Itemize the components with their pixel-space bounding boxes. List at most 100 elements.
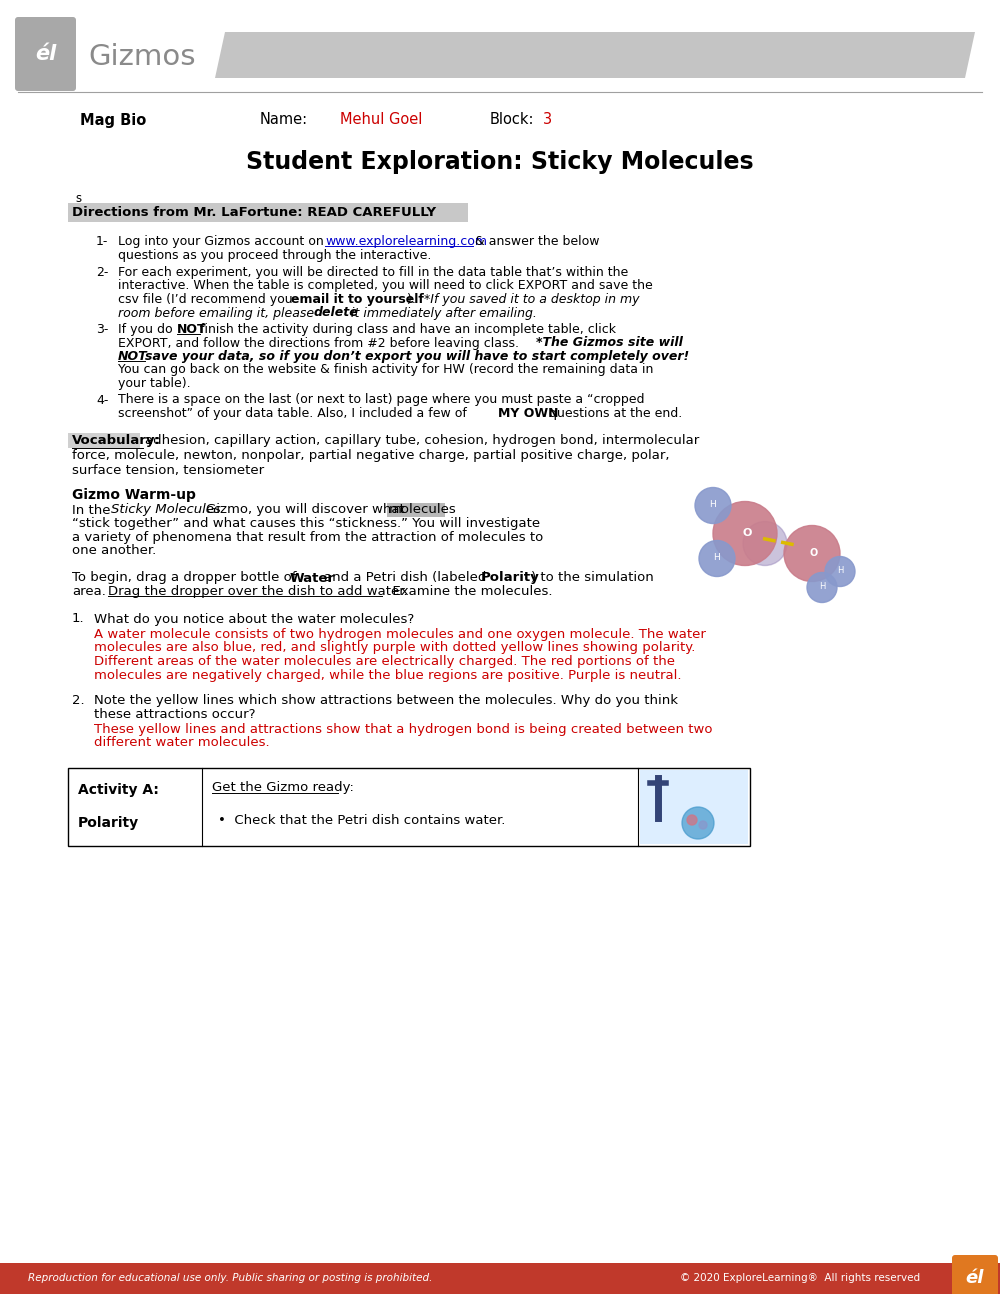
FancyBboxPatch shape [15, 17, 76, 91]
Text: a variety of phenomena that result from the attraction of molecules to: a variety of phenomena that result from … [72, 531, 543, 543]
Text: ) to the simulation: ) to the simulation [531, 572, 654, 585]
Text: and a Petri dish (labeled: and a Petri dish (labeled [324, 572, 486, 585]
Bar [68, 203, 468, 223]
Text: surface tension, tensiometer: surface tension, tensiometer [72, 465, 264, 477]
Text: finish the activity during class and have an incomplete table, click: finish the activity during class and hav… [200, 324, 616, 336]
Text: molecules are also blue, red, and slightly purple with dotted yellow lines showi: molecules are also blue, red, and slight… [94, 642, 695, 655]
Text: csv file (I’d recommend you: csv file (I’d recommend you [118, 292, 293, 305]
Text: NOT: NOT [118, 349, 148, 364]
Text: Gizmos: Gizmos [88, 43, 196, 71]
Text: Gizmo, you will discover what: Gizmo, you will discover what [206, 503, 405, 516]
Text: “stick together” and what causes this “stickness.” You will investigate: “stick together” and what causes this “s… [72, 518, 540, 531]
Text: What do you notice about the water molecules?: What do you notice about the water molec… [94, 612, 414, 625]
Text: Water: Water [290, 572, 335, 585]
Text: one another.: one another. [72, 543, 156, 556]
Text: él: él [966, 1269, 984, 1288]
Polygon shape [215, 32, 975, 78]
Text: & answer the below: & answer the below [475, 236, 600, 248]
Text: H: H [714, 553, 720, 562]
Circle shape [699, 820, 707, 829]
Circle shape [784, 525, 840, 581]
Text: ).: ). [407, 292, 425, 305]
Text: A water molecule consists of two hydrogen molecules and one oxygen molecule. The: A water molecule consists of two hydroge… [94, 628, 706, 641]
Text: Name:: Name: [260, 113, 308, 128]
Text: Gizmo Warm-up: Gizmo Warm-up [72, 488, 196, 502]
Text: it immediately after emailing.: it immediately after emailing. [351, 307, 537, 320]
Text: Get the Gizmo ready:: Get the Gizmo ready: [212, 782, 354, 795]
Text: Mehul Goel: Mehul Goel [340, 113, 422, 128]
Text: molecules: molecules [389, 503, 457, 516]
Text: MY OWN: MY OWN [498, 408, 558, 421]
Text: Student Exploration: Sticky Molecules: Student Exploration: Sticky Molecules [246, 150, 754, 173]
Text: To begin, drag a dropper bottle of: To begin, drag a dropper bottle of [72, 572, 296, 585]
Text: Polarity: Polarity [481, 572, 540, 585]
Circle shape [687, 815, 697, 826]
Text: These yellow lines and attractions show that a hydrogen bond is being created be: These yellow lines and attractions show … [94, 723, 712, 736]
Text: www.explorelearning.com: www.explorelearning.com [325, 236, 487, 248]
Text: él: él [35, 44, 57, 63]
Text: area.: area. [72, 585, 106, 598]
Text: *The Gizmos site will: *The Gizmos site will [536, 336, 683, 349]
Text: EXPORT, and follow the directions from #2 before leaving class.: EXPORT, and follow the directions from #… [118, 336, 519, 349]
Text: *If you saved it to a desktop in my: *If you saved it to a desktop in my [424, 292, 640, 305]
Text: delete: delete [314, 307, 359, 320]
Text: If you do: If you do [118, 324, 173, 336]
Circle shape [682, 807, 714, 839]
Circle shape [699, 541, 735, 577]
Text: Different areas of the water molecules are electrically charged. The red portion: Different areas of the water molecules a… [94, 655, 675, 668]
Circle shape [807, 572, 837, 603]
Text: Directions from Mr. LaFortune: READ CAREFULLY: Directions from Mr. LaFortune: READ CARE… [72, 207, 436, 220]
Text: H: H [710, 499, 716, 509]
Text: Mag Bio: Mag Bio [80, 113, 146, 128]
Text: save your data, so if you don’t export you will have to start completely over!: save your data, so if you don’t export y… [145, 349, 689, 364]
Text: s: s [75, 192, 81, 204]
Text: questions at the end.: questions at the end. [549, 408, 682, 421]
Circle shape [695, 488, 731, 524]
Text: In the: In the [72, 503, 115, 516]
Bar [387, 502, 445, 516]
Text: O: O [742, 528, 752, 538]
Text: force, molecule, newton, nonpolar, partial negative charge, partial positive cha: force, molecule, newton, nonpolar, parti… [72, 449, 670, 462]
Text: Polarity: Polarity [78, 817, 139, 829]
Bar [640, 770, 748, 844]
Text: Sticky Molecules: Sticky Molecules [111, 503, 221, 516]
Text: © 2020 ExploreLearning®  All rights reserved: © 2020 ExploreLearning® All rights reser… [680, 1273, 920, 1282]
Circle shape [825, 556, 855, 586]
Bar [68, 432, 140, 448]
Text: 1-: 1- [96, 236, 108, 248]
Text: Vocabulary:: Vocabulary: [72, 433, 161, 446]
Bar [68, 769, 750, 846]
Text: O: O [810, 549, 818, 559]
Text: interactive. When the table is completed, you will need to click EXPORT and save: interactive. When the table is completed… [118, 280, 653, 292]
Text: For each experiment, you will be directed to fill in the data table that’s withi: For each experiment, you will be directe… [118, 267, 628, 280]
Text: Reproduction for educational use only. Public sharing or posting is prohibited.: Reproduction for educational use only. P… [28, 1273, 432, 1282]
Text: There is a space on the last (or next to last) page where you must paste a “crop: There is a space on the last (or next to… [118, 393, 644, 406]
Text: these attractions occur?: these attractions occur? [94, 708, 256, 721]
Text: •  Check that the Petri dish contains water.: • Check that the Petri dish contains wat… [218, 814, 505, 827]
Text: screenshot” of your data table. Also, I included a few of: screenshot” of your data table. Also, I … [118, 408, 467, 421]
Text: NOT: NOT [177, 324, 207, 336]
Text: Log into your Gizmos account on: Log into your Gizmos account on [118, 236, 324, 248]
Text: 1.: 1. [72, 612, 85, 625]
Text: H: H [837, 565, 843, 575]
Text: email it to yourself: email it to yourself [291, 292, 424, 305]
Circle shape [713, 502, 777, 565]
FancyBboxPatch shape [952, 1255, 998, 1294]
Bar [0, 1263, 1000, 1294]
Text: your table).: your table). [118, 377, 191, 389]
Text: Activity A:: Activity A: [78, 783, 159, 797]
Text: 2-: 2- [96, 267, 108, 280]
Text: adhesion, capillary action, capillary tube, cohesion, hydrogen bond, intermolecu: adhesion, capillary action, capillary tu… [145, 433, 699, 446]
Text: 3-: 3- [96, 324, 108, 336]
Text: Drag the dropper over the dish to add water.: Drag the dropper over the dish to add wa… [108, 585, 408, 598]
Text: You can go back on the website & finish activity for HW (record the remaining da: You can go back on the website & finish … [118, 364, 653, 377]
Text: H: H [819, 582, 825, 591]
Text: questions as you proceed through the interactive.: questions as you proceed through the int… [118, 248, 431, 261]
Text: 4-: 4- [96, 393, 108, 406]
Text: molecules are negatively charged, while the blue regions are positive. Purple is: molecules are negatively charged, while … [94, 669, 682, 682]
Text: Examine the molecules.: Examine the molecules. [384, 585, 552, 598]
Circle shape [743, 521, 787, 565]
Text: different water molecules.: different water molecules. [94, 736, 270, 749]
Text: Note the yellow lines which show attractions between the molecules. Why do you t: Note the yellow lines which show attract… [94, 694, 678, 707]
Text: 3: 3 [543, 113, 552, 128]
